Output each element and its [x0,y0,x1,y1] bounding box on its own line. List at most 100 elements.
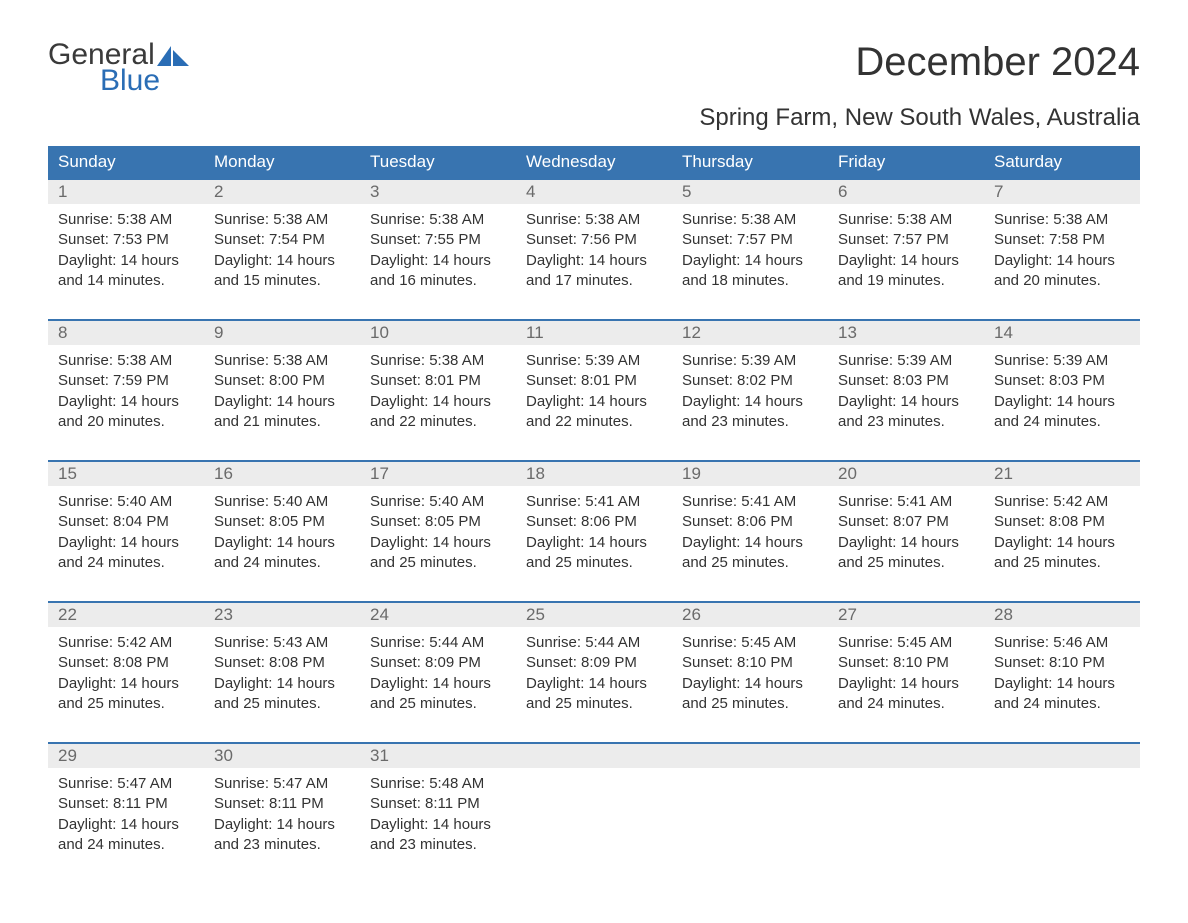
day-info-cell [516,768,672,883]
sunrise-value: 5:39 AM [741,352,796,369]
day-number-cell: 9 [204,321,360,345]
daylight-line: Daylight: 14 hours and 24 minutes. [58,533,194,574]
sunset-line: Sunset: 8:10 PM [682,653,818,673]
daylight-label: Daylight: [370,816,428,833]
daylight-line: Daylight: 14 hours and 25 minutes. [994,533,1130,574]
sunset-label: Sunset: [58,231,109,248]
sunset-line: Sunset: 7:59 PM [58,371,194,391]
sunrise-label: Sunrise: [682,352,737,369]
logo: General Blue [48,40,189,96]
sunset-value: 8:10 PM [893,654,949,671]
day-info-row: Sunrise: 5:47 AM Sunset: 8:11 PM Daylight:… [48,768,1140,883]
sunrise-label: Sunrise: [526,493,581,510]
day-number-cell: 28 [984,603,1140,627]
day-info-cell [672,768,828,883]
sunset-line: Sunset: 8:03 PM [994,371,1130,391]
day-info-cell: Sunrise: 5:38 AMSunset: 7:55 PMDaylight:… [360,204,516,320]
daylight-label: Daylight: [838,393,896,410]
sunset-value: 8:09 PM [581,654,637,671]
day-info-cell: Sunrise: 5:39 AMSunset: 8:03 PM Daylight:… [828,345,984,461]
daylight-line: Daylight: 14 hours and 20 minutes. [994,251,1130,292]
day-info-cell: Sunrise: 5:41 AMSunset: 8:07 PMDaylight:… [828,486,984,602]
day-number-cell: 3 [360,180,516,204]
sunset-value: 8:00 PM [269,372,325,389]
daylight-line: Daylight: 14 hours and 24 minutes. [214,533,350,574]
sunrise-value: 5:40 AM [117,493,172,510]
sunset-value: 8:03 PM [893,372,949,389]
day-info-cell: Sunrise: 5:47 AMSunset: 8:11 PMDaylight:… [204,768,360,883]
sunset-label: Sunset: [214,513,265,530]
day-number-cell: 10 [360,321,516,345]
day-info-cell: Sunrise: 5:39 AMSunset: 8:01 PMDaylight:… [516,345,672,461]
day-info-cell: Sunrise: 5:38 AMSunset: 7:53 PMDaylight:… [48,204,204,320]
sunrise-line: Sunrise: 5:47 AM [214,774,350,794]
day-info-cell: Sunrise: 5:38 AMSunset: 7:59 PMDaylight:… [48,345,204,461]
sunset-label: Sunset: [58,513,109,530]
sunrise-label: Sunrise: [58,352,113,369]
daylight-line: Daylight: 14 hours and 25 minutes. [838,533,974,574]
calendar-header-row: SundayMondayTuesdayWednesdayThursdayFrid… [48,146,1140,179]
sunrise-label: Sunrise: [58,211,113,228]
daylight-line: Daylight: 14 hours and 25 minutes. [214,674,350,715]
daylight-label: Daylight: [214,675,272,692]
day-info-row: Sunrise: 5:38 AMSunset: 7:53 PMDaylight:… [48,204,1140,320]
daylight-line: Daylight: 14 hours and 23 minutes. [838,392,974,433]
sunrise-line: Sunrise: 5:40 AM [58,492,194,512]
day-number-row: 1234567 [48,180,1140,204]
logo-text-bottom: Blue [48,66,189,96]
sunrise-value: 5:39 AM [585,352,640,369]
sunset-value: 7:56 PM [581,231,637,248]
day-number-cell: 11 [516,321,672,345]
sunset-label: Sunset: [214,654,265,671]
sunrise-line: Sunrise: 5:38 AM [682,210,818,230]
sunrise-label: Sunrise: [994,493,1049,510]
sunrise-label: Sunrise: [214,775,269,792]
sunrise-label: Sunrise: [838,634,893,651]
sunrise-value: 5:38 AM [273,211,328,228]
daylight-label: Daylight: [526,393,584,410]
sunset-line: Sunset: 7:57 PM [682,230,818,250]
sunrise-value: 5:45 AM [897,634,952,651]
sunrise-line: Sunrise: 5:39 AM [994,351,1130,371]
daylight-label: Daylight: [526,252,584,269]
sunset-label: Sunset: [838,654,889,671]
day-info-cell [828,768,984,883]
sunset-label: Sunset: [370,654,421,671]
sunset-value: 8:05 PM [425,513,481,530]
sunset-value: 7:58 PM [1049,231,1105,248]
day-info-cell: Sunrise: 5:41 AMSunset: 8:06 PMDaylight:… [672,486,828,602]
day-info-cell: Sunrise: 5:38 AMSunset: 7:58 PMDaylight:… [984,204,1140,320]
day-number-cell: 12 [672,321,828,345]
daylight-label: Daylight: [682,534,740,551]
sunset-line: Sunset: 8:11 PM [58,794,194,814]
sunset-value: 8:01 PM [581,372,637,389]
sunset-label: Sunset: [214,795,265,812]
day-number-cell: 29 [48,744,204,768]
sunset-line: Sunset: 8:05 PM [370,512,506,532]
sunrise-label: Sunrise: [526,352,581,369]
daylight-label: Daylight: [370,252,428,269]
daylight-label: Daylight: [58,816,116,833]
daylight-label: Daylight: [58,252,116,269]
day-number-cell: 19 [672,462,828,486]
sunrise-value: 5:39 AM [1053,352,1108,369]
sunrise-value: 5:38 AM [741,211,796,228]
header: General Blue December 2024 [48,40,1140,96]
daylight-label: Daylight: [994,252,1052,269]
sunrise-value: 5:38 AM [897,211,952,228]
sunset-line: Sunset: 7:55 PM [370,230,506,250]
sunset-label: Sunset: [838,372,889,389]
sunrise-value: 5:48 AM [429,775,484,792]
sunrise-line: Sunrise: 5:38 AM [58,210,194,230]
sunrise-label: Sunrise: [214,493,269,510]
daylight-label: Daylight: [58,675,116,692]
daylight-label: Daylight: [58,393,116,410]
sunrise-line: Sunrise: 5:39 AM [838,351,974,371]
day-header: Thursday [672,146,828,179]
sunset-line: Sunset: 8:10 PM [994,653,1130,673]
day-info-cell: Sunrise: 5:39 AMSunset: 8:02 PMDaylight:… [672,345,828,461]
sunrise-label: Sunrise: [682,634,737,651]
sunset-label: Sunset: [682,372,733,389]
sunset-value: 7:57 PM [893,231,949,248]
day-number-cell: 23 [204,603,360,627]
